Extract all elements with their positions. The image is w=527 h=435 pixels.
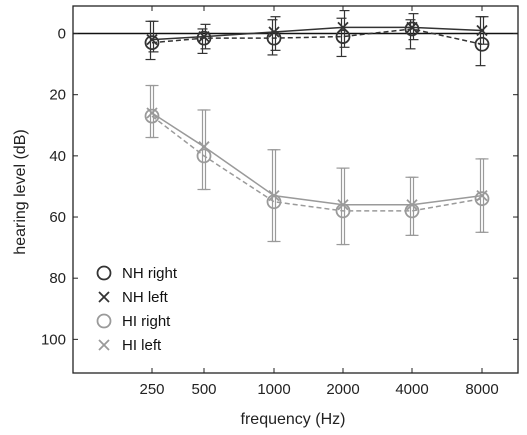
y-tick-label: 80 bbox=[49, 270, 66, 287]
data-point bbox=[144, 35, 160, 51]
x-tick-label: 2000 bbox=[326, 381, 359, 398]
marker-stroke bbox=[146, 34, 158, 46]
y-axis-label: hearing level (dB) bbox=[12, 129, 29, 254]
series-line bbox=[151, 26, 483, 41]
y-tick-label: 0 bbox=[58, 26, 66, 43]
marker-stroke bbox=[337, 199, 349, 211]
legend: NH right NH left HI right HI left bbox=[96, 265, 178, 354]
marker-stroke bbox=[337, 21, 349, 34]
marker-stroke bbox=[406, 21, 418, 34]
data-point bbox=[198, 30, 210, 43]
data-point bbox=[474, 191, 490, 207]
legend-label: NH right bbox=[122, 265, 178, 282]
data-point bbox=[196, 148, 212, 164]
marker-stroke bbox=[98, 291, 110, 303]
y-tick-label: 40 bbox=[49, 148, 66, 165]
x-tick-label: 500 bbox=[191, 381, 216, 398]
data-point bbox=[337, 21, 349, 34]
marker-stroke bbox=[406, 199, 418, 211]
data-point bbox=[268, 189, 280, 202]
data-point bbox=[404, 21, 420, 37]
series-nh-left bbox=[146, 9, 489, 53]
legend-item: NH left bbox=[98, 289, 169, 306]
data-point bbox=[476, 24, 488, 37]
x-axis-label: frequency (Hz) bbox=[241, 411, 346, 428]
y-tick-label: 20 bbox=[49, 87, 66, 104]
legend-label: HI right bbox=[122, 313, 171, 330]
marker-stroke bbox=[146, 107, 158, 119]
data-point bbox=[146, 107, 158, 119]
series-hi-right bbox=[144, 84, 490, 246]
legend-marker bbox=[98, 291, 110, 303]
marker-stroke bbox=[198, 30, 210, 43]
series-line bbox=[151, 28, 483, 45]
legend-marker bbox=[98, 339, 110, 351]
marker-stroke bbox=[98, 339, 110, 351]
legend-marker bbox=[96, 313, 112, 329]
marker-stroke bbox=[476, 24, 488, 37]
data-point bbox=[198, 141, 210, 153]
legend-marker bbox=[96, 265, 112, 281]
data-point bbox=[406, 199, 418, 211]
data-point bbox=[146, 34, 158, 46]
x-tick-label: 250 bbox=[139, 381, 164, 398]
data-point bbox=[337, 199, 349, 211]
data-point bbox=[476, 189, 488, 202]
data-point bbox=[268, 26, 280, 38]
legend-label: NH left bbox=[122, 289, 169, 306]
data-point bbox=[196, 30, 212, 46]
series-nh-right bbox=[144, 16, 490, 67]
series-hi-left bbox=[146, 84, 489, 246]
plot-area: 0 20 40 60 80 100 250 500 1000 2000 4000 8000 bbox=[41, 5, 519, 398]
legend-item: HI right bbox=[96, 313, 171, 330]
x-tick-label: 1000 bbox=[257, 381, 290, 398]
y-tick-label: 100 bbox=[41, 331, 66, 348]
plot-frame bbox=[72, 5, 519, 374]
marker-stroke bbox=[268, 189, 280, 202]
legend-item: HI left bbox=[98, 337, 162, 354]
data-point bbox=[406, 21, 418, 34]
marker-stroke bbox=[476, 189, 488, 202]
series-line bbox=[151, 115, 483, 212]
legend-item: NH right bbox=[96, 265, 178, 282]
y-tick-label: 60 bbox=[49, 209, 66, 226]
x-tick-label: 4000 bbox=[395, 381, 428, 398]
legend-label: HI left bbox=[122, 337, 162, 354]
marker-stroke bbox=[198, 141, 210, 153]
data-point bbox=[144, 108, 160, 124]
series-line bbox=[151, 112, 483, 206]
data-point bbox=[335, 29, 351, 44]
marker-stroke bbox=[268, 26, 280, 38]
x-tick-label: 8000 bbox=[465, 381, 498, 398]
